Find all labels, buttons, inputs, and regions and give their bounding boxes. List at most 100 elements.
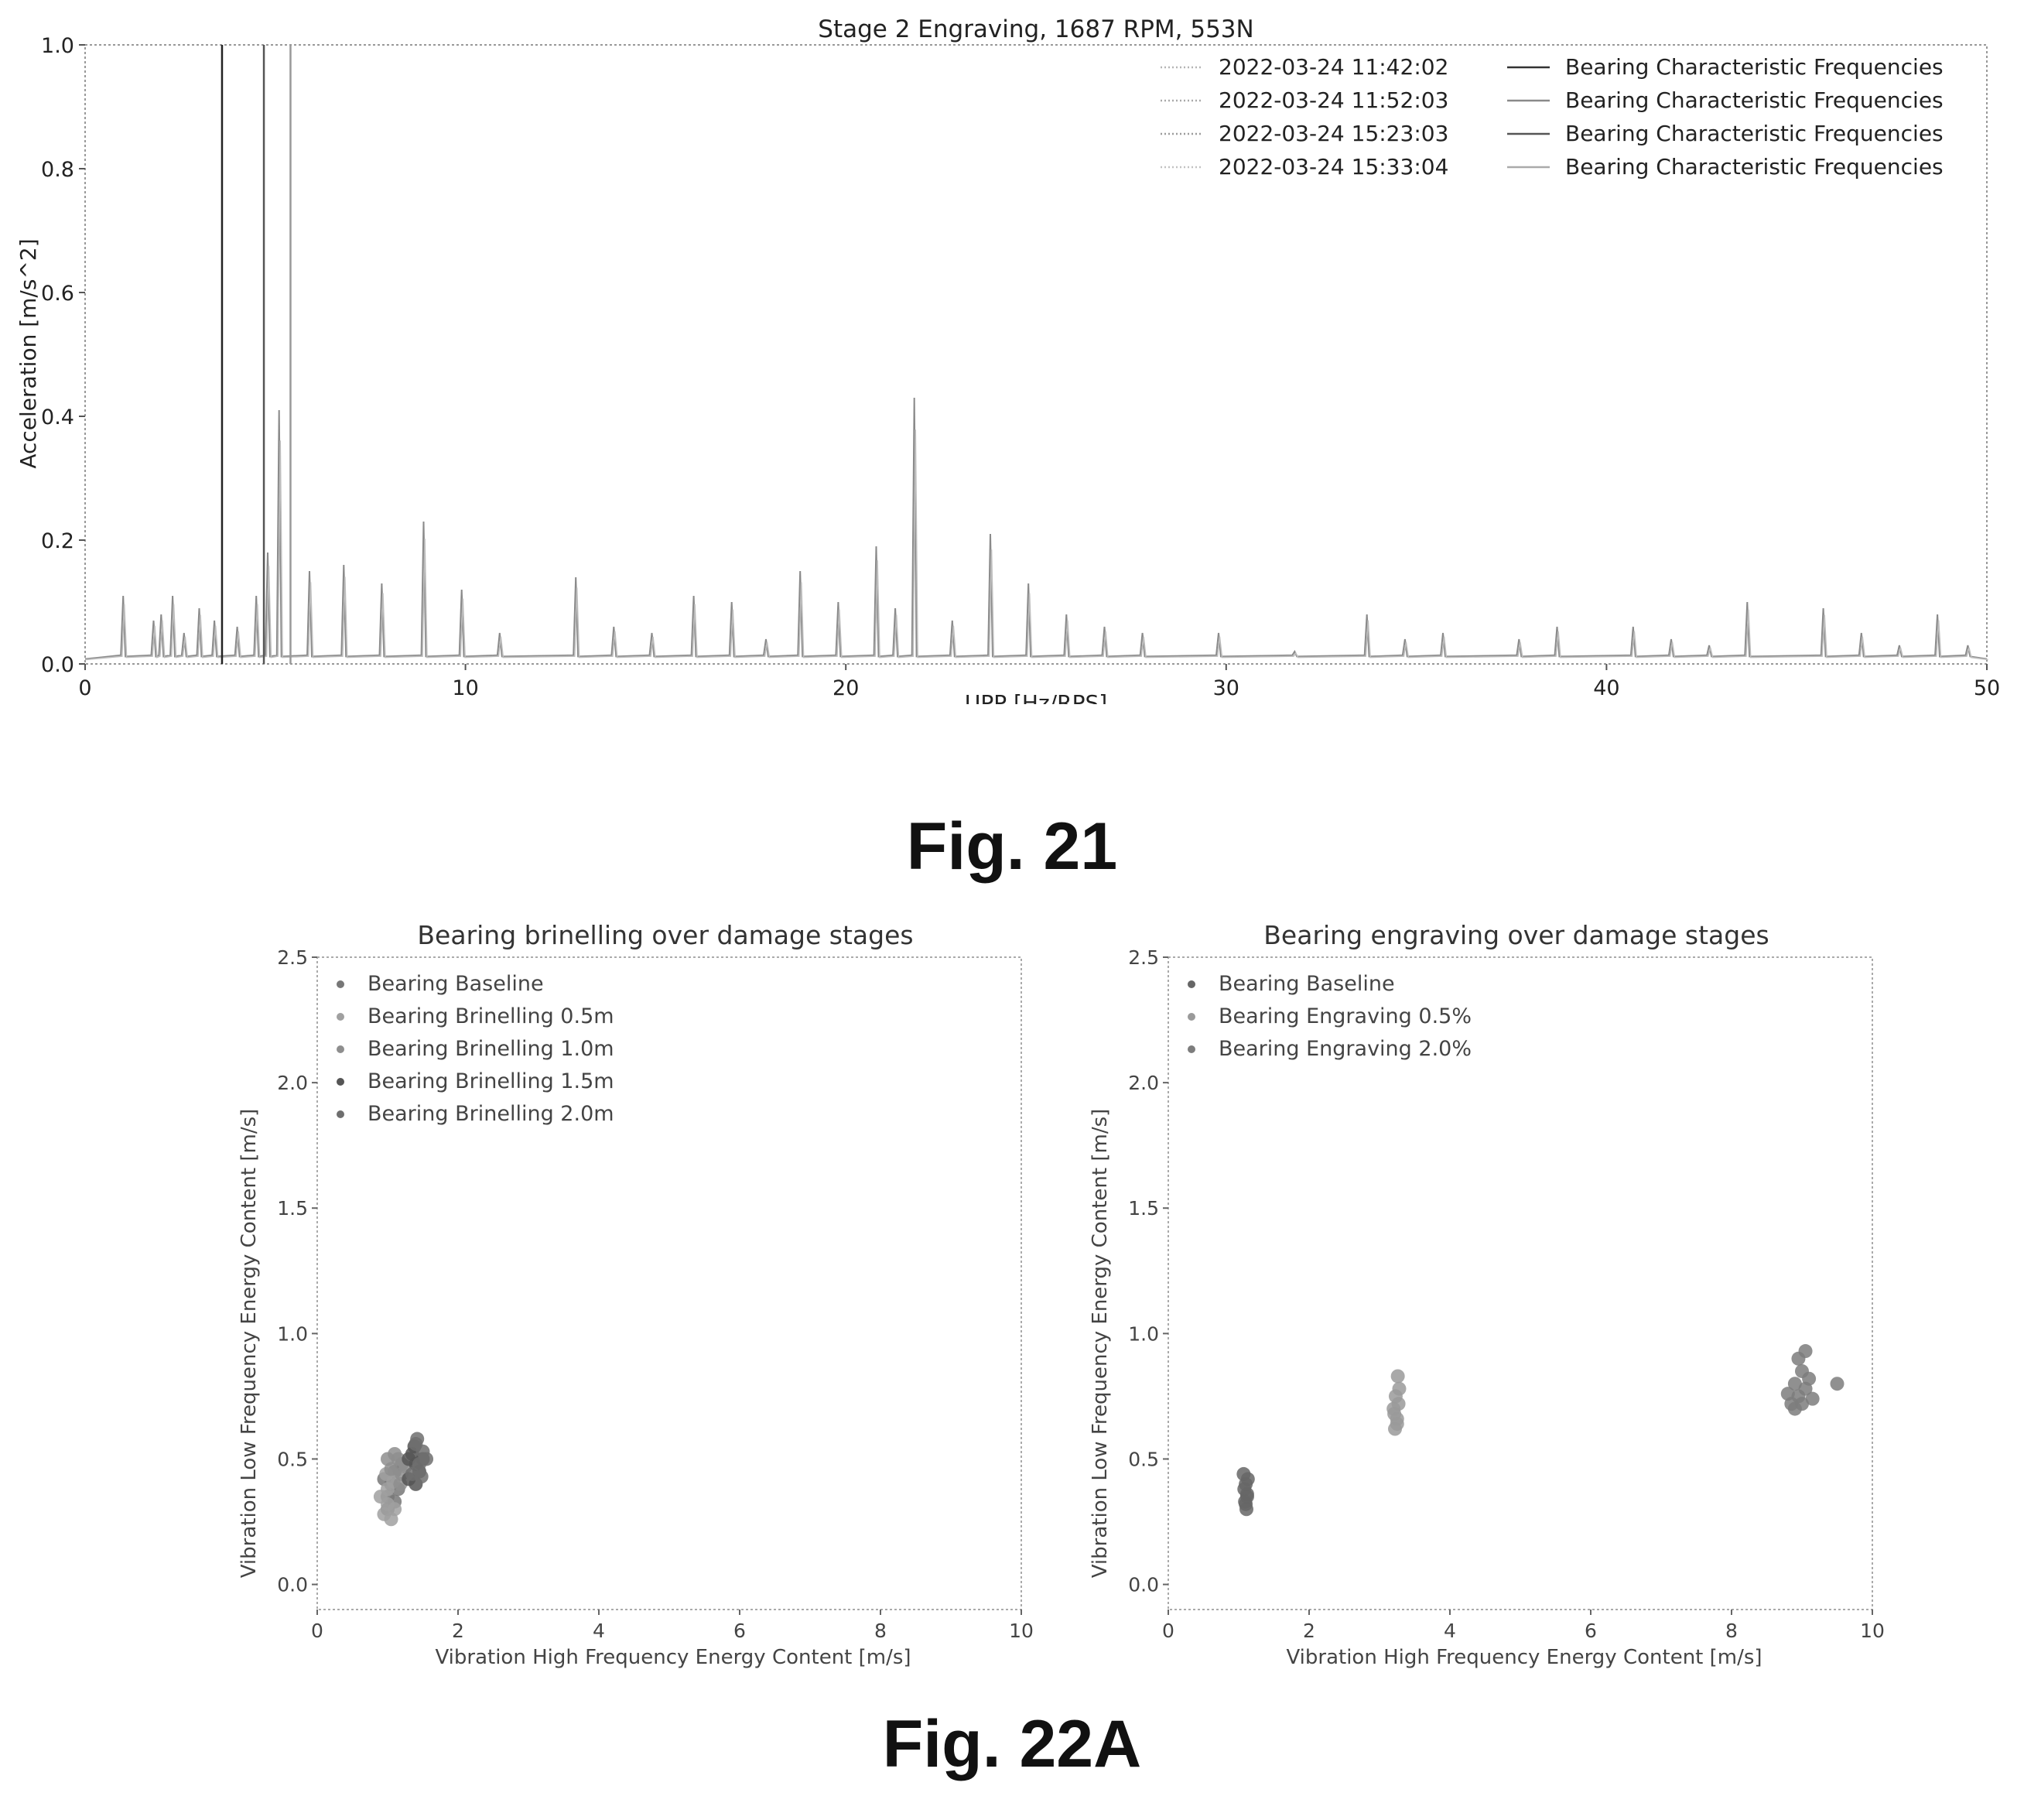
brinelling-point	[402, 1452, 416, 1466]
engraving-legend-marker	[1188, 980, 1195, 988]
brinelling-ytick-label: 1.0	[277, 1322, 308, 1345]
engraving-ytick-label: 0.5	[1128, 1448, 1159, 1470]
engraving-xtick-label: 2	[1303, 1620, 1315, 1642]
brinelling-plot-area: 0 2 4 6 8 10 0.0 0.5 1.0 1.5 2.0 2.5	[277, 946, 1034, 1642]
fig21-xtick-label: 20	[833, 676, 859, 700]
fig21-axes-frame	[84, 44, 1988, 665]
fig21-line-chart: Stage 2 Engraving, 1687 RPM, 553N 0 10 20 3…	[15, 15, 2000, 704]
brinelling-legend-marker	[337, 1045, 344, 1053]
fig21-title: Stage 2 Engraving, 1687 RPM, 553N	[818, 15, 1253, 43]
engraving-legend: Bearing Baseline Bearing Engraving 0.5% Be…	[1188, 972, 1472, 1061]
brinelling-legend-label: Bearing Brinelling 1.0m	[368, 1037, 614, 1061]
brinelling-xtick-label: 0	[311, 1620, 323, 1642]
engraving-ytick-label: 1.5	[1128, 1197, 1159, 1220]
engraving-legend-marker	[1188, 1013, 1195, 1021]
fig21-ytick-label: 0.2	[41, 529, 74, 553]
engraving-legend-label: Bearing Engraving 0.5%	[1219, 1004, 1472, 1028]
engraving-ytick-label: 1.0	[1128, 1322, 1159, 1345]
fig21-ytick-label: 0.8	[41, 158, 74, 182]
engraving-xtick-label: 0	[1162, 1620, 1174, 1642]
brinelling-point	[410, 1432, 425, 1446]
fig22a-brinelling-scatter: Bearing brinelling over damage stages 0 2…	[238, 920, 1034, 1669]
fig21-spectrum-series	[84, 397, 1988, 660]
brinelling-legend-label: Bearing Brinelling 0.5m	[368, 1004, 614, 1028]
engraving-axes-frame	[1168, 956, 1873, 1610]
fig21-legend-label: Bearing Characteristic Frequencies	[1565, 87, 1944, 113]
engraving-legend-marker	[1188, 1045, 1195, 1053]
brinelling-legend-marker	[337, 1110, 344, 1118]
brinelling-xtick-label: 8	[874, 1620, 887, 1642]
fig21-legend: 2022-03-24 11:42:02 2022-03-24 11:52:03 20…	[1161, 54, 1944, 180]
brinelling-xtick-label: 2	[452, 1620, 464, 1642]
fig21-xtick-label: 50	[1974, 676, 2000, 700]
engraving-xtick-label: 10	[1860, 1620, 1885, 1642]
engraving-point	[1392, 1381, 1407, 1396]
brinelling-legend-label: Bearing Baseline	[368, 972, 544, 996]
engraving-legend-label: Bearing Baseline	[1219, 972, 1395, 996]
fig21-legend-label: 2022-03-24 11:42:02	[1219, 54, 1448, 80]
brinelling-legend-label: Bearing Brinelling 2.0m	[368, 1102, 614, 1126]
engraving-ytick-label: 2.5	[1128, 946, 1159, 969]
brinelling-legend-label: Bearing Brinelling 1.5m	[368, 1069, 614, 1093]
brinelling-ytick-label: 0.5	[277, 1448, 308, 1470]
engraving-xtick-label: 8	[1725, 1620, 1738, 1642]
fig21-plot-area: 0 10 20 30 40 50 0.0 0.2 0.4 0.6 0.8 1.0	[41, 34, 2000, 700]
brinelling-title: Bearing brinelling over damage stages	[417, 920, 913, 950]
engraving-point	[1239, 1502, 1254, 1517]
engraving-point	[1780, 1387, 1795, 1401]
fig22a-engraving-scatter: Bearing engraving over damage stages 0 2 4…	[1089, 920, 1885, 1669]
brinelling-point	[388, 1502, 402, 1517]
fig21-ytick-label: 0.6	[41, 282, 74, 306]
engraving-ylabel: Vibration Low Frequency Energy Content […	[1089, 1109, 1112, 1579]
brinelling-ytick-label: 2.5	[277, 946, 308, 969]
fig21-xlabel: UPP [Hz/RPS]	[965, 690, 1107, 704]
fig21-spectrum-series-2	[86, 429, 1988, 661]
brinelling-point	[414, 1469, 429, 1484]
fig21-ytick-label: 0.4	[41, 405, 74, 429]
engraving-point	[1830, 1377, 1845, 1391]
brinelling-xtick-label: 4	[593, 1620, 605, 1642]
brinelling-legend-marker	[337, 1078, 344, 1086]
fig21-legend-label: Bearing Characteristic Frequencies	[1565, 121, 1944, 146]
fig21-ytick-label: 0.0	[41, 653, 74, 677]
engraving-plot-area: 0 2 4 6 8 10 0.0 0.5 1.0 1.5 2.0 2.5	[1128, 946, 1885, 1642]
fig21-xtick-label: 0	[78, 676, 91, 700]
engraving-point	[1798, 1344, 1813, 1359]
engraving-title: Bearing engraving over damage stages	[1263, 920, 1769, 950]
brinelling-xtick-label: 10	[1009, 1620, 1034, 1642]
engraving-xtick-label: 6	[1585, 1620, 1597, 1642]
fig21-xtick-label: 10	[452, 676, 478, 700]
brinelling-point	[419, 1452, 434, 1466]
fig21-ylabel: Acceleration [m/s^2]	[15, 238, 41, 468]
engraving-point	[1795, 1397, 1809, 1411]
fig21-caption: Fig. 21	[906, 809, 1118, 884]
fig21-ytick-label: 1.0	[41, 34, 74, 58]
engraving-point	[1805, 1391, 1820, 1406]
fig22a-caption: Fig. 22A	[882, 1707, 1142, 1781]
fig21-legend-label: 2022-03-24 11:52:03	[1219, 87, 1448, 113]
brinelling-point	[381, 1452, 395, 1466]
engraving-xtick-label: 4	[1444, 1620, 1456, 1642]
fig21-legend-label: Bearing Characteristic Frequencies	[1565, 154, 1944, 180]
fig21-legend-label: Bearing Characteristic Frequencies	[1565, 54, 1944, 80]
brinelling-axes-frame	[316, 956, 1022, 1610]
fig21-xtick-label: 30	[1213, 676, 1239, 700]
engraving-ytick-label: 0.0	[1128, 1574, 1159, 1596]
engraving-ytick-label: 2.0	[1128, 1072, 1159, 1094]
engraving-point	[1387, 1407, 1402, 1421]
brinelling-legend-marker	[337, 980, 344, 988]
brinelling-ytick-label: 1.5	[277, 1197, 308, 1220]
brinelling-ytick-label: 2.0	[277, 1072, 308, 1094]
engraving-point	[1236, 1466, 1251, 1481]
brinelling-xlabel: Vibration High Frequency Energy Content …	[435, 1646, 911, 1669]
brinelling-legend-marker	[337, 1013, 344, 1021]
engraving-xlabel: Vibration High Frequency Energy Content …	[1286, 1646, 1762, 1669]
brinelling-legend: Bearing Baseline Bearing Brinelling 0.5m B…	[337, 972, 614, 1126]
fig21-legend-label: 2022-03-24 15:33:04	[1219, 154, 1448, 180]
engraving-point	[1802, 1371, 1817, 1386]
engraving-point	[1787, 1377, 1802, 1391]
brinelling-ytick-label: 0.0	[277, 1574, 308, 1596]
brinelling-xtick-label: 6	[733, 1620, 746, 1642]
fig21-legend-label: 2022-03-24 15:23:03	[1219, 121, 1448, 146]
engraving-legend-label: Bearing Engraving 2.0%	[1219, 1037, 1472, 1061]
